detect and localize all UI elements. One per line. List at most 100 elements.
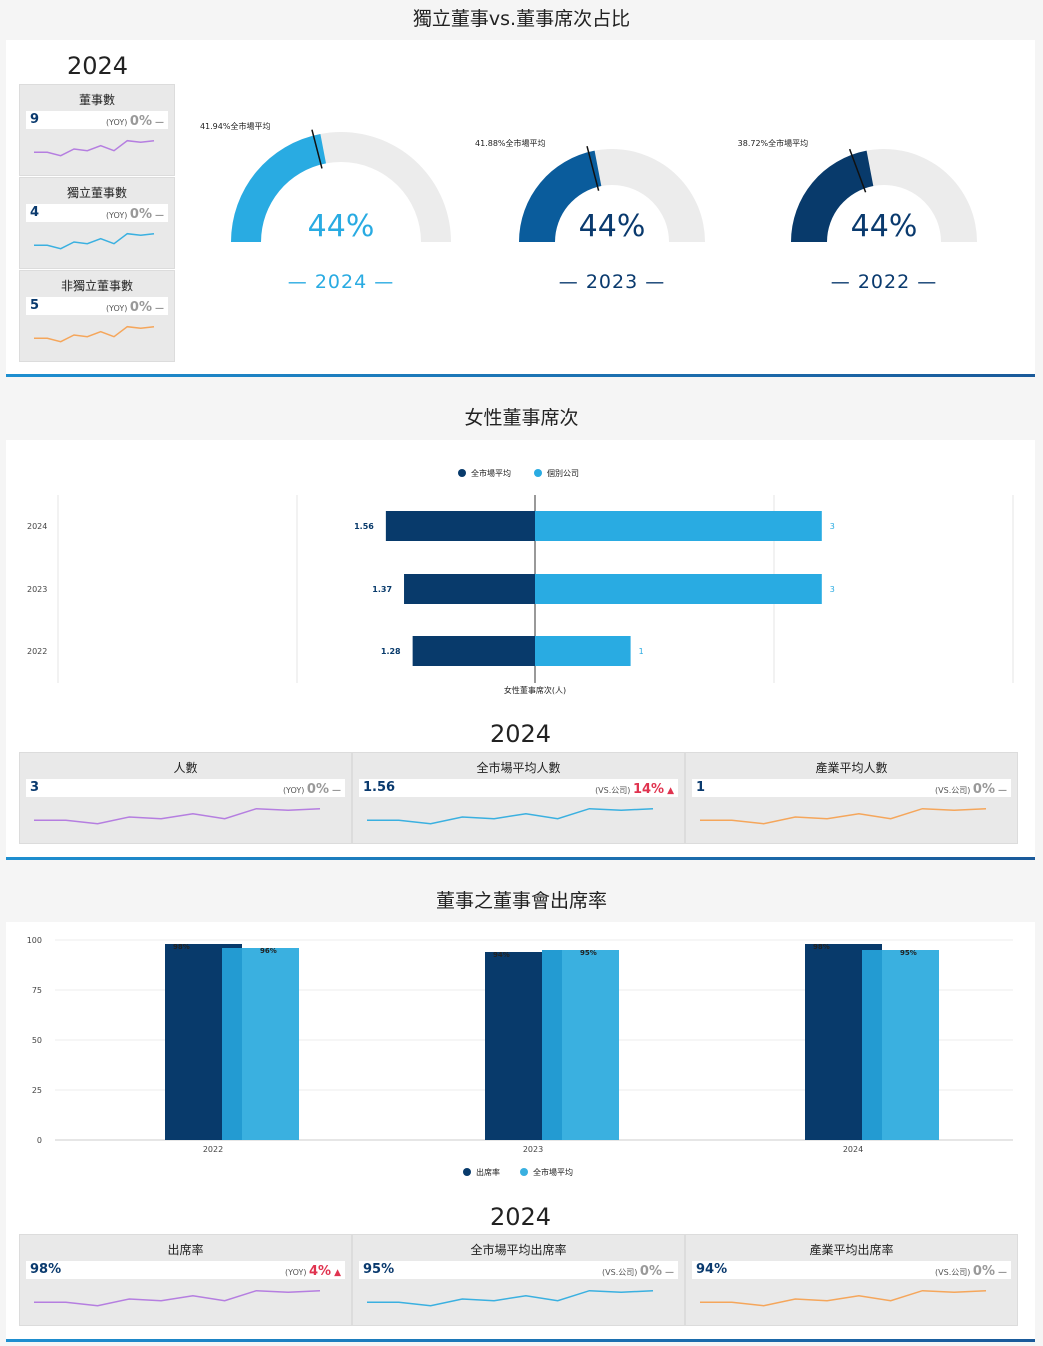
- kpi-value-row: 3 (YOY) 0% —: [26, 779, 345, 797]
- kpi-value: 1: [696, 780, 706, 795]
- section1-divider: [6, 374, 1035, 377]
- gauge-2022: 38.72%全市場平均 44% — 2022 —: [738, 138, 977, 293]
- kpi-change-label: (YOY): [282, 786, 307, 795]
- data-label-company: 3: [830, 522, 835, 531]
- bar-market-2023: [404, 574, 535, 604]
- kpi-label: 人數: [173, 761, 198, 775]
- kpi-change-label: (YOY): [105, 118, 130, 127]
- dash-icon: —: [998, 786, 1007, 796]
- kpi-card: 獨立董事數 4 (YOY) 0% —: [19, 177, 175, 269]
- y-tick-label: 75: [32, 986, 42, 995]
- sparkline: [34, 807, 321, 825]
- kpi-card: 產業平均出席率 94% (VS.公司) 0% —: [685, 1234, 1018, 1326]
- kpi-change-pct: 0%: [639, 1264, 662, 1279]
- data-label-market: 1.37: [372, 585, 392, 594]
- sparkline-line: [34, 1289, 321, 1307]
- category-label: 2022: [27, 647, 47, 656]
- kpi-change: (VS.公司) 0% —: [602, 1264, 674, 1279]
- category-label: 2024: [27, 522, 47, 531]
- y-tick-label: 50: [32, 1036, 42, 1045]
- sparkline-line: [34, 325, 155, 343]
- kpi-change-label: (VS.公司): [935, 1268, 973, 1277]
- kpi-change-pct: 0%: [129, 114, 152, 129]
- kpi-change-label: (YOY): [105, 211, 130, 220]
- gauge-charts: 41.94%全市場平均 44% — 2024 — 41.88%全市場平均 44% — 20…: [200, 121, 977, 293]
- section3-divider: [6, 1339, 1035, 1342]
- market-average-label: 41.88%全市場平均: [475, 138, 546, 148]
- kpi-value: 9: [30, 112, 40, 127]
- dash-icon: —: [155, 118, 164, 128]
- kpi-value-row: 4 (YOY) 0% —: [26, 204, 168, 222]
- section2-divider: [6, 857, 1035, 860]
- female-directors-chart: 全市場平均 個別公司 2024 1.56 3 2023 1.37 3 2022 1.28 1 女性董事…: [27, 468, 1014, 695]
- kpi-change-pct: 0%: [129, 207, 152, 222]
- kpi-change: (VS.公司) 0% —: [935, 782, 1007, 797]
- gauge-value-arc: [791, 150, 874, 242]
- legend: 全市場平均 個別公司: [458, 468, 579, 478]
- data-label-company: 1: [639, 647, 644, 656]
- sparkline-line: [367, 1289, 654, 1307]
- gauge-value-label: 44%: [851, 209, 918, 244]
- kpi-value: 95%: [363, 1262, 395, 1277]
- kpi-change-pct: 14%: [632, 782, 665, 797]
- legend-marker-market: [520, 1168, 528, 1176]
- kpi-value: 98%: [30, 1262, 62, 1277]
- kpi-label: 產業平均人數: [815, 761, 888, 775]
- kpi-change: (YOY) 0% —: [106, 300, 164, 315]
- y-tick-label: 0: [37, 1136, 42, 1145]
- x-axis-label: 女性董事席次(人): [504, 685, 566, 695]
- bar-overlap-shade: [542, 950, 562, 1140]
- x-tick-label: 2023: [523, 1145, 543, 1154]
- sparkline: [34, 1289, 321, 1307]
- kpi-label: 產業平均出席率: [809, 1243, 894, 1257]
- up-arrow-icon: ▲: [334, 1268, 341, 1278]
- kpi-change-pct: 4%: [309, 1264, 332, 1279]
- sparkline: [34, 139, 155, 157]
- kpi-change-pct: 0%: [972, 1264, 995, 1279]
- gauge-year-label: — 2024 —: [288, 271, 394, 293]
- kpi-value-row: 9 (YOY) 0% —: [26, 111, 168, 129]
- data-label-attendance: 98%: [173, 943, 190, 951]
- market-average-marker: [848, 148, 867, 193]
- bar-overlap-shade: [862, 950, 882, 1140]
- category-label: 2023: [27, 585, 47, 594]
- kpi-value-row: 95% (VS.公司) 0% —: [359, 1261, 678, 1279]
- legend: 出席率 全市場平均: [463, 1167, 573, 1177]
- legend-marker-company: [534, 469, 542, 477]
- dash-icon: —: [155, 211, 164, 221]
- kpi-change: (YOY) 4% ▲: [285, 1264, 341, 1279]
- kpi-change-pct: 0%: [972, 782, 995, 797]
- dash-icon: —: [155, 304, 164, 314]
- kpi-change: (YOY) 0% —: [106, 114, 164, 129]
- data-label-market: 95%: [580, 949, 597, 957]
- legend-marker-attendance: [463, 1168, 471, 1176]
- kpi-label: 獨立董事數: [66, 186, 127, 200]
- kpi-card: 出席率 98% (YOY) 4% ▲: [19, 1234, 352, 1326]
- kpi-change-label: (VS.公司): [595, 786, 633, 795]
- gauge-2023: 41.88%全市場平均 44% — 2023 —: [475, 138, 705, 293]
- sparkline-line: [367, 807, 654, 825]
- dash-icon: —: [998, 1268, 1007, 1278]
- bar-market-2022: [412, 636, 535, 666]
- data-label-attendance: 94%: [493, 951, 510, 959]
- attendance-chart: 0 25 50 75 100 98% 96% 2022 94% 95% 2023 98% 95% 2024…: [27, 936, 1013, 1177]
- bar-company-2024: [535, 511, 822, 541]
- legend-label-market: 全市場平均: [533, 1167, 573, 1177]
- kpi-label: 出席率: [167, 1243, 204, 1257]
- bar-company-2022: [535, 636, 631, 666]
- sparkline-line: [34, 139, 155, 157]
- kpi-label: 非獨立董事數: [60, 279, 133, 293]
- kpi-change: (YOY) 0% —: [106, 207, 164, 222]
- gauge-value-arc: [231, 133, 327, 242]
- kpi-change-label: (YOY): [285, 1268, 309, 1277]
- kpi-card: 董事數 9 (YOY) 0% —: [19, 84, 175, 176]
- kpi-card: 人數 3 (YOY) 0% —: [19, 752, 352, 844]
- kpi-change-pct: 0%: [306, 782, 329, 797]
- data-label-market: 1.56: [354, 522, 374, 531]
- dash-icon: —: [665, 1268, 674, 1278]
- kpi-card: 全市場平均出席率 95% (VS.公司) 0% —: [352, 1234, 685, 1326]
- up-arrow-icon: ▲: [667, 786, 674, 796]
- kpi-card: 全市場平均人數 1.56 (VS.公司) 14% ▲: [352, 752, 685, 844]
- legend-label-market: 全市場平均: [471, 468, 511, 478]
- legend-label-attendance: 出席率: [476, 1167, 500, 1177]
